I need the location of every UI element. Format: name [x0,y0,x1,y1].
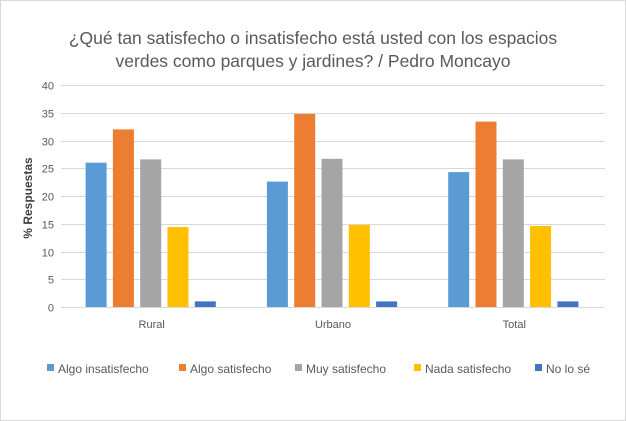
legend-label: Nada satisfecho [425,362,511,376]
chart-title-line-2: verdes como parques y jardines? / Pedro … [116,51,511,71]
bar-urbano-1 [294,113,316,308]
y-tick-label: 15 [42,220,54,232]
bar-total-3 [530,226,552,307]
legend-swatch [47,364,54,371]
legend-swatch [179,364,186,371]
bar-urbano-2 [321,158,343,307]
y-tick-label: 25 [42,164,54,176]
bar-total-4 [557,301,579,307]
legend: Algo insatisfecho Algo satisfecho Muy sati… [47,362,590,376]
x-tick-label: Total [503,319,526,331]
y-tick-label: 40 [42,81,54,93]
x-tick-label: Urbano [315,319,351,331]
x-tick-label: Rural [139,319,165,331]
y-tick-label: 10 [42,248,54,260]
y-tick-label: 0 [48,303,54,315]
legend-label: Algo satisfecho [190,362,272,376]
legend-label: Algo insatisfecho [58,362,149,376]
bar-rural-0 [85,162,107,307]
bar-urbano-4 [376,301,398,307]
bar-rural-4 [194,301,216,307]
legend-swatch [535,364,542,371]
legend-label: Muy satisfecho [306,362,386,376]
bars [85,113,579,308]
bar-rural-1 [112,129,134,307]
y-tick-label: 5 [48,275,54,287]
bar-rural-3 [167,227,189,307]
bar-total-2 [502,159,524,307]
chart-title-line-1: ¿Qué tan satisfecho o insatisfecho está … [69,28,558,48]
bar-rural-2 [140,159,162,307]
bar-urbano-3 [348,224,370,307]
bar-total-1 [475,121,497,307]
y-tick-label: 20 [42,192,54,204]
y-tick-label: 35 [42,109,54,121]
y-axis-label: % Respuestas [21,157,35,239]
legend-label: No lo sé [546,362,590,376]
bar-total-0 [448,172,470,307]
bar-urbano-0 [266,181,288,307]
y-tick-label: 30 [42,137,54,149]
legend-swatch [414,364,421,371]
x-tick-labels: Rural Urbano Total [139,319,526,331]
y-tick-labels: 0 5 10 15 20 25 30 35 40 [42,81,54,315]
legend-swatch [295,364,302,371]
